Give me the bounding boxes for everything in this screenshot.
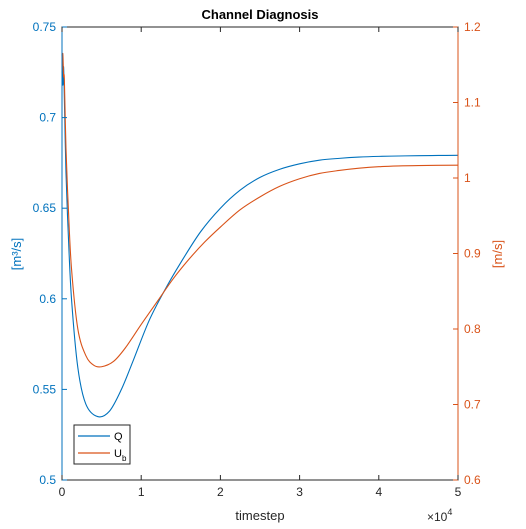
legend-label-ub-subscript: b	[122, 454, 127, 463]
x-exponent-label: ×104	[427, 507, 452, 524]
y-left-tick-label-3: 0.65	[33, 201, 57, 215]
x-tick-label-2: 2	[217, 485, 224, 499]
x-exponent-power: 4	[447, 507, 452, 517]
y-right-tick-label-6: 1.2	[464, 20, 481, 34]
y-right-tick-label-3: 0.9	[464, 247, 481, 261]
y-right-ticks: 0.6 0.7 0.8 0.9 1 1.1 1.2	[453, 20, 481, 487]
legend-label-ub: Ub	[114, 448, 127, 463]
chart-title: Channel Diagnosis	[201, 7, 318, 22]
y-left-tick-label-4: 0.7	[39, 111, 56, 125]
legend-label-ub-main: U	[114, 448, 122, 460]
x-tick-label-5: 5	[455, 485, 462, 499]
x-exponent-base: ×10	[427, 510, 448, 524]
y-right-tick-label-4: 1	[464, 171, 471, 185]
y-right-tick-label-2: 0.8	[464, 322, 481, 336]
x-tick-label-3: 3	[296, 485, 303, 499]
x-tick-label-1: 1	[138, 485, 145, 499]
y-left-ticks: 0.5 0.55 0.6 0.65 0.7 0.75	[33, 20, 67, 487]
y-left-axis-label: [m³/s]	[9, 238, 24, 271]
y-left-tick-label-5: 0.75	[33, 20, 57, 34]
x-tick-label-4: 4	[375, 485, 382, 499]
y-left-tick-label-1: 0.55	[33, 382, 57, 396]
y-right-axis-label: [m/s]	[490, 240, 505, 268]
y-right-tick-label-1: 0.7	[464, 398, 481, 412]
y-left-tick-label-0: 0.5	[39, 473, 56, 487]
plot-area	[61, 26, 459, 481]
y-left-tick-label-2: 0.6	[39, 292, 56, 306]
legend-box	[73, 424, 131, 465]
y-right-tick-label-0: 0.6	[464, 473, 481, 487]
series-group	[61, 52, 459, 418]
legend-label-q: Q	[114, 431, 123, 443]
series-line-ub	[61, 52, 459, 368]
y-right-tick-label-5: 1.1	[464, 96, 481, 110]
x-axis-label: timestep	[235, 508, 284, 523]
legend[interactable]: Q Ub	[73, 424, 131, 465]
x-tick-label-0: 0	[59, 485, 66, 499]
series-line-q	[61, 54, 459, 418]
x-ticks: 0 1 2 3 4 5	[59, 27, 462, 499]
